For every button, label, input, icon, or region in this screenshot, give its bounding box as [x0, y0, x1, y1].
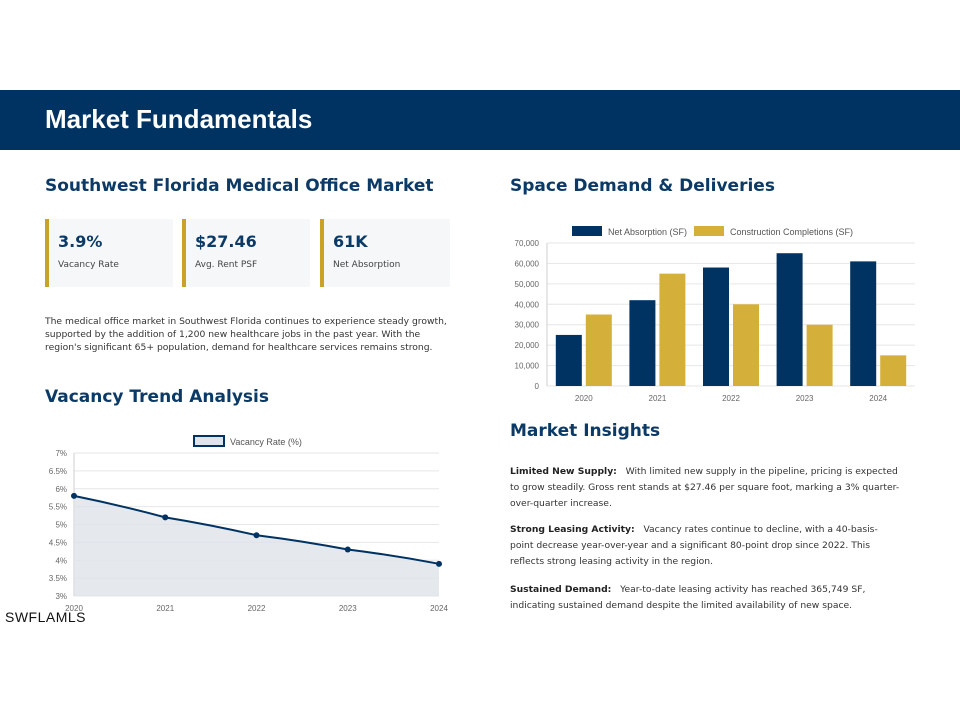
x-tick-label: 2023: [796, 394, 814, 403]
y-tick-label: 3.5%: [49, 574, 67, 583]
stat-value: 3.9%: [58, 232, 103, 251]
data-point: [436, 560, 442, 567]
x-tick-label: 2024: [430, 604, 448, 613]
legend-label: Construction Completions (SF): [730, 227, 853, 237]
y-tick-label: 4%: [55, 556, 67, 565]
stat-card-rent: $27.46 Avg. Rent PSF: [182, 219, 310, 287]
vacancy-line-chart: 3% 3.5% 4% 4.5% 5% 5.5% 6% 6.5% 7% 2020 2021 2022 20…: [49, 435, 448, 613]
y-tick-label: 7%: [55, 449, 67, 458]
insight-text: Vacancy rates continue to decline, with …: [510, 524, 878, 567]
x-tick-label: 2023: [339, 604, 357, 613]
y-tick-label: 50,000: [515, 280, 540, 289]
insight-heading: Sustained Demand:: [510, 584, 612, 595]
legend-label: Net Absorption (SF): [608, 227, 687, 237]
x-tick-label: 2021: [649, 394, 667, 403]
insight-item: Strong Leasing Activity: Vacancy rates c…: [510, 522, 900, 570]
bar-construction-completions: [733, 304, 759, 386]
bar-construction-completions: [880, 355, 907, 386]
y-tick-label: 5.5%: [49, 503, 67, 512]
x-tick-label: 2020: [575, 394, 593, 403]
demand-section-title: Space Demand & Deliveries: [510, 176, 775, 196]
header-banner: Market Fundamentals: [0, 90, 960, 150]
insights-section-title: Market Insights: [510, 421, 661, 441]
bar-net-absorption: [703, 267, 729, 386]
watermark: SWFLAMLS: [5, 609, 87, 625]
x-tick-label: 2021: [156, 604, 174, 613]
data-point: [344, 546, 351, 553]
legend-swatch: [694, 226, 724, 236]
data-point: [162, 514, 169, 521]
legend-swatch: [193, 435, 225, 447]
y-tick-label: 0: [535, 382, 540, 391]
x-tick-label: 2020: [65, 604, 83, 613]
stat-value: 61K: [333, 232, 368, 251]
insight-heading: Limited New Supply:: [510, 466, 617, 477]
bar-construction-completions: [806, 324, 833, 386]
market-section-title: Southwest Florida Medical Office Market: [45, 176, 434, 196]
bar-net-absorption: [555, 334, 582, 386]
stat-card-absorption: 61K Net Absorption: [320, 219, 450, 287]
bar-net-absorption: [776, 253, 803, 386]
stat-value: $27.46: [195, 232, 257, 251]
insight-heading: Strong Leasing Activity:: [510, 524, 635, 535]
series-area: [74, 495, 439, 596]
market-description: The medical office market in Southwest F…: [45, 316, 447, 353]
y-tick-label: 4.5%: [49, 538, 67, 547]
y-tick-label: 3%: [55, 592, 67, 601]
y-tick-label: 20,000: [515, 341, 540, 350]
x-tick-label: 2022: [722, 394, 740, 403]
stat-label: Net Absorption: [333, 260, 401, 270]
bar-construction-completions: [585, 314, 612, 386]
data-point: [71, 492, 77, 499]
x-tick-label: 2024: [869, 394, 887, 403]
y-tick-label: 40,000: [515, 300, 540, 309]
stat-label: Vacancy Rate: [58, 260, 119, 270]
x-tick-label: 2022: [248, 604, 266, 613]
bar-net-absorption: [850, 261, 877, 386]
bar-net-absorption: [629, 300, 656, 386]
vacancy-section-title: Vacancy Trend Analysis: [45, 387, 269, 407]
y-tick-label: 70,000: [515, 239, 540, 248]
y-tick-label: 6%: [55, 485, 67, 494]
stat-card-vacancy: 3.9% Vacancy Rate: [45, 219, 173, 287]
page-title: Market Fundamentals: [45, 104, 313, 134]
insight-text: Year-to-date leasing activity has reache…: [510, 584, 866, 611]
y-tick-label: 10,000: [515, 362, 540, 371]
insight-item: Sustained Demand: Year-to-date leasing a…: [510, 582, 900, 614]
data-point: [253, 532, 260, 539]
legend-swatch: [572, 226, 602, 236]
y-tick-label: 6.5%: [49, 467, 67, 476]
bar-construction-completions: [659, 273, 686, 386]
stat-label: Avg. Rent PSF: [195, 260, 258, 270]
demand-bar-chart: 0 10,000 20,000 30,000 40,000 50,000 60,000 70,…: [515, 226, 915, 403]
y-tick-label: 60,000: [515, 259, 540, 268]
insight-item: Limited New Supply: With limited new sup…: [510, 464, 900, 512]
y-tick-label: 30,000: [515, 321, 540, 330]
insight-text: With limited new supply in the pipeline,…: [510, 466, 900, 509]
legend-label: Vacancy Rate (%): [230, 437, 302, 447]
y-tick-label: 5%: [55, 521, 67, 530]
